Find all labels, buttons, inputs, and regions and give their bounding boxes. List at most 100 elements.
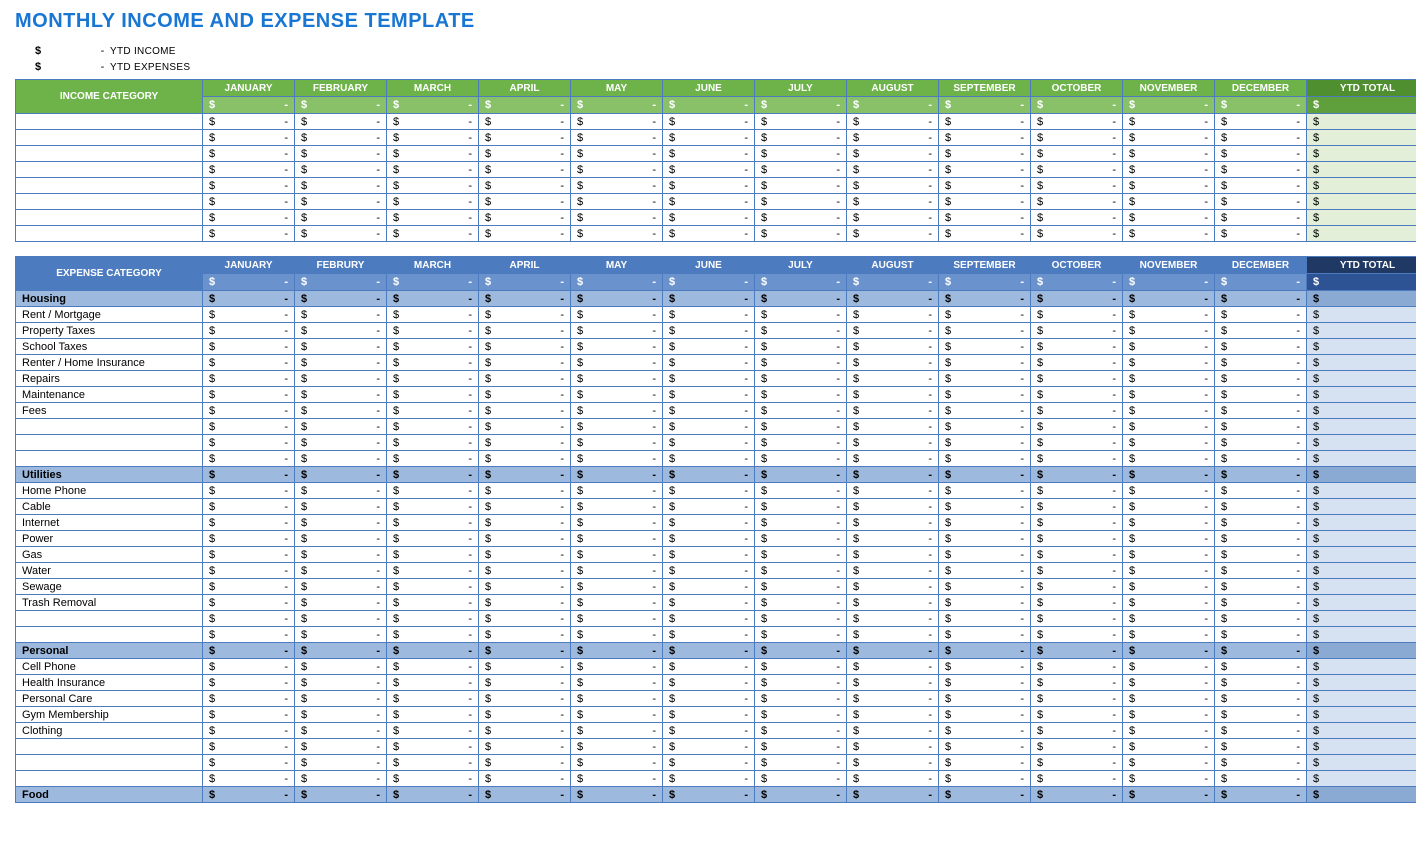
expense-group-month-cell[interactable]: $- bbox=[1123, 643, 1215, 659]
expense-month-cell[interactable]: $- bbox=[939, 707, 1031, 723]
income-month-cell[interactable]: $- bbox=[847, 210, 939, 226]
expense-month-cell[interactable]: $- bbox=[1123, 531, 1215, 547]
expense-month-cell[interactable]: $- bbox=[1123, 483, 1215, 499]
expense-month-cell[interactable]: $- bbox=[1123, 371, 1215, 387]
expense-month-cell[interactable]: $- bbox=[1123, 355, 1215, 371]
expense-group-month-cell[interactable]: $- bbox=[571, 467, 663, 483]
expense-month-cell[interactable]: $- bbox=[1031, 403, 1123, 419]
income-month-cell[interactable]: $- bbox=[1123, 146, 1215, 162]
expense-group-month-cell[interactable]: $- bbox=[203, 643, 295, 659]
expense-month-cell[interactable]: $- bbox=[939, 675, 1031, 691]
expense-month-cell[interactable]: $- bbox=[1123, 739, 1215, 755]
income-month-cell[interactable]: $- bbox=[571, 178, 663, 194]
expense-month-cell[interactable]: $- bbox=[755, 499, 847, 515]
income-month-cell[interactable]: $- bbox=[479, 146, 571, 162]
expense-item-label[interactable]: Cable bbox=[16, 499, 203, 515]
expense-month-cell[interactable]: $- bbox=[295, 435, 387, 451]
expense-month-cell[interactable]: $- bbox=[387, 531, 479, 547]
expense-month-cell[interactable]: $- bbox=[295, 419, 387, 435]
expense-month-cell[interactable]: $- bbox=[571, 371, 663, 387]
expense-month-cell[interactable]: $- bbox=[1031, 307, 1123, 323]
expense-month-cell[interactable]: $- bbox=[479, 483, 571, 499]
income-month-cell[interactable]: $- bbox=[1215, 194, 1307, 210]
income-month-cell[interactable]: $- bbox=[1031, 130, 1123, 146]
expense-month-cell[interactable]: $- bbox=[847, 419, 939, 435]
expense-month-cell[interactable]: $- bbox=[939, 723, 1031, 739]
expense-group-month-cell[interactable]: $- bbox=[1123, 467, 1215, 483]
expense-month-cell[interactable]: $- bbox=[847, 579, 939, 595]
expense-month-cell[interactable]: $- bbox=[663, 355, 755, 371]
expense-month-cell[interactable]: $- bbox=[479, 547, 571, 563]
expense-month-cell[interactable]: $- bbox=[387, 339, 479, 355]
expense-month-cell[interactable]: $- bbox=[1215, 739, 1307, 755]
income-month-cell[interactable]: $- bbox=[203, 194, 295, 210]
expense-month-cell[interactable]: $- bbox=[755, 339, 847, 355]
expense-month-cell[interactable]: $- bbox=[1123, 707, 1215, 723]
income-category-cell[interactable] bbox=[16, 226, 203, 242]
expense-month-cell[interactable]: $- bbox=[479, 307, 571, 323]
expense-month-cell[interactable]: $- bbox=[939, 611, 1031, 627]
expense-month-cell[interactable]: $- bbox=[387, 515, 479, 531]
expense-month-cell[interactable]: $- bbox=[295, 547, 387, 563]
expense-month-cell[interactable]: $- bbox=[203, 547, 295, 563]
expense-month-cell[interactable]: $- bbox=[295, 323, 387, 339]
expense-month-cell[interactable]: $- bbox=[1123, 563, 1215, 579]
income-month-cell[interactable]: $- bbox=[203, 210, 295, 226]
expense-item-label[interactable]: Repairs bbox=[16, 371, 203, 387]
expense-month-cell[interactable]: $- bbox=[1123, 547, 1215, 563]
expense-month-cell[interactable]: $- bbox=[663, 307, 755, 323]
income-month-cell[interactable]: $- bbox=[1031, 226, 1123, 242]
income-month-cell[interactable]: $- bbox=[663, 194, 755, 210]
income-month-cell[interactable]: $- bbox=[663, 162, 755, 178]
income-month-cell[interactable]: $- bbox=[663, 146, 755, 162]
expense-month-cell[interactable]: $- bbox=[847, 675, 939, 691]
expense-month-cell[interactable]: $- bbox=[1031, 371, 1123, 387]
expense-month-cell[interactable]: $- bbox=[1031, 499, 1123, 515]
expense-month-cell[interactable]: $- bbox=[479, 691, 571, 707]
income-month-cell[interactable]: $- bbox=[295, 226, 387, 242]
expense-item-label[interactable]: Personal Care bbox=[16, 691, 203, 707]
expense-month-cell[interactable]: $- bbox=[663, 371, 755, 387]
expense-month-cell[interactable]: $- bbox=[203, 483, 295, 499]
expense-month-cell[interactable]: $- bbox=[847, 707, 939, 723]
expense-month-cell[interactable]: $- bbox=[755, 483, 847, 499]
income-month-cell[interactable]: $- bbox=[1215, 226, 1307, 242]
expense-month-cell[interactable]: $- bbox=[1215, 451, 1307, 467]
expense-item-label[interactable] bbox=[16, 771, 203, 787]
expense-group-month-cell[interactable]: $- bbox=[939, 291, 1031, 307]
income-month-cell[interactable]: $- bbox=[755, 146, 847, 162]
expense-month-cell[interactable]: $- bbox=[1123, 755, 1215, 771]
expense-month-cell[interactable]: $- bbox=[203, 595, 295, 611]
expense-month-cell[interactable]: $- bbox=[1215, 499, 1307, 515]
expense-month-cell[interactable]: $- bbox=[203, 675, 295, 691]
expense-month-cell[interactable]: $- bbox=[387, 675, 479, 691]
expense-month-cell[interactable]: $- bbox=[387, 387, 479, 403]
expense-month-cell[interactable]: $- bbox=[1215, 531, 1307, 547]
expense-group-month-cell[interactable]: $- bbox=[1215, 291, 1307, 307]
expense-group-month-cell[interactable]: $- bbox=[387, 787, 479, 803]
expense-month-cell[interactable]: $- bbox=[295, 739, 387, 755]
expense-month-cell[interactable]: $- bbox=[1215, 595, 1307, 611]
expense-month-cell[interactable]: $- bbox=[939, 371, 1031, 387]
expense-ytd-cell[interactable]: $- bbox=[1307, 371, 1416, 387]
expense-group-month-cell[interactable]: $- bbox=[663, 291, 755, 307]
income-month-cell[interactable]: $- bbox=[755, 130, 847, 146]
expense-item-label[interactable]: Clothing bbox=[16, 723, 203, 739]
expense-group-month-cell[interactable]: $- bbox=[847, 787, 939, 803]
income-month-cell[interactable]: $- bbox=[1215, 162, 1307, 178]
expense-item-label[interactable]: School Taxes bbox=[16, 339, 203, 355]
expense-month-cell[interactable]: $- bbox=[203, 435, 295, 451]
expense-month-cell[interactable]: $- bbox=[1031, 579, 1123, 595]
expense-month-cell[interactable]: $- bbox=[479, 771, 571, 787]
expense-ytd-cell[interactable]: $- bbox=[1307, 579, 1416, 595]
expense-month-cell[interactable]: $- bbox=[847, 451, 939, 467]
expense-group-ytd-cell[interactable]: $- bbox=[1307, 291, 1416, 307]
expense-group-month-cell[interactable]: $- bbox=[1215, 787, 1307, 803]
expense-group-month-cell[interactable]: $- bbox=[755, 643, 847, 659]
expense-item-label[interactable]: Home Phone bbox=[16, 483, 203, 499]
expense-group-month-cell[interactable]: $- bbox=[203, 787, 295, 803]
expense-month-cell[interactable]: $- bbox=[295, 675, 387, 691]
expense-month-cell[interactable]: $- bbox=[939, 387, 1031, 403]
expense-group-month-cell[interactable]: $- bbox=[847, 643, 939, 659]
expense-month-cell[interactable]: $- bbox=[755, 707, 847, 723]
